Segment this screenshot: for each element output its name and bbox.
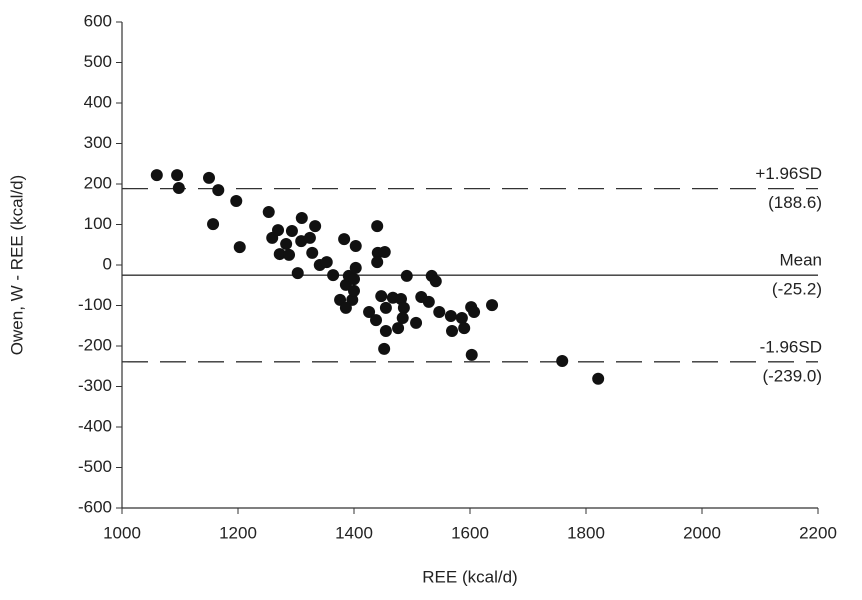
point — [379, 325, 392, 338]
y-tick-label: 500 — [84, 52, 112, 71]
reference-name: -1.96SD — [760, 337, 822, 356]
point — [378, 246, 391, 259]
point — [375, 290, 388, 303]
point — [349, 261, 362, 274]
y-tick-label: -400 — [78, 416, 112, 435]
x-tick-label: 1400 — [335, 523, 373, 542]
point — [339, 301, 352, 314]
point — [280, 237, 293, 250]
point — [486, 299, 499, 312]
point — [429, 275, 442, 288]
y-tick-label: 100 — [84, 214, 112, 233]
point — [433, 305, 446, 318]
point — [592, 372, 605, 385]
point — [306, 246, 319, 259]
point — [285, 224, 298, 237]
y-tick-label: 600 — [84, 11, 112, 30]
point — [320, 256, 333, 269]
y-tick-label: -300 — [78, 376, 112, 395]
point — [295, 212, 308, 225]
point — [363, 305, 376, 318]
point — [338, 233, 351, 246]
point — [348, 273, 360, 286]
point — [458, 322, 471, 335]
x-tick-label: 2000 — [683, 523, 721, 542]
reference-name: Mean — [779, 251, 822, 270]
point — [291, 267, 304, 280]
point — [379, 301, 392, 314]
point — [273, 248, 286, 261]
point — [410, 316, 423, 329]
point — [309, 220, 322, 233]
y-tick-label: -100 — [78, 295, 112, 314]
y-tick-label: 0 — [103, 254, 112, 273]
point — [283, 248, 296, 261]
point — [392, 322, 405, 335]
point — [370, 314, 383, 327]
x-tick-label: 1000 — [103, 523, 141, 542]
point — [397, 301, 410, 314]
point — [272, 224, 285, 237]
point — [468, 305, 481, 318]
y-axis-label: Owen, W - REE (kcal/d) — [7, 175, 26, 355]
point — [207, 218, 220, 231]
point — [203, 171, 215, 184]
point — [396, 312, 409, 325]
y-tick-label: -200 — [78, 335, 112, 354]
point — [371, 256, 384, 269]
point — [556, 354, 569, 367]
x-tick-label: 1800 — [567, 523, 605, 542]
point — [233, 241, 246, 254]
x-tick-label: 1200 — [219, 523, 257, 542]
point — [150, 169, 163, 182]
point — [422, 295, 435, 308]
y-tick-label: 300 — [84, 133, 112, 152]
y-tick-label: 200 — [84, 173, 112, 192]
reference-name: +1.96SD — [755, 164, 822, 183]
point — [172, 182, 185, 195]
point — [465, 348, 478, 361]
point — [400, 269, 413, 282]
point — [171, 169, 184, 182]
y-tick-label: -500 — [78, 457, 112, 476]
point — [303, 231, 316, 244]
point — [348, 284, 360, 297]
point — [371, 220, 384, 233]
reference-value-label: (188.6) — [768, 193, 822, 212]
point — [212, 184, 225, 197]
y-tick-label: 400 — [84, 92, 112, 111]
point — [455, 312, 468, 325]
point — [327, 269, 340, 282]
y-tick-label: -600 — [78, 497, 112, 516]
point — [444, 310, 457, 323]
point — [262, 205, 275, 218]
x-tick-label: 2200 — [799, 523, 837, 542]
reference-value-label: (-25.2) — [772, 280, 822, 299]
point — [230, 195, 243, 208]
x-axis-label: REE (kcal/d) — [422, 567, 517, 586]
point — [349, 239, 362, 252]
point — [446, 325, 459, 338]
point — [378, 342, 391, 355]
x-tick-label: 1600 — [451, 523, 489, 542]
point — [346, 293, 359, 306]
reference-value-label: (-239.0) — [762, 366, 822, 385]
